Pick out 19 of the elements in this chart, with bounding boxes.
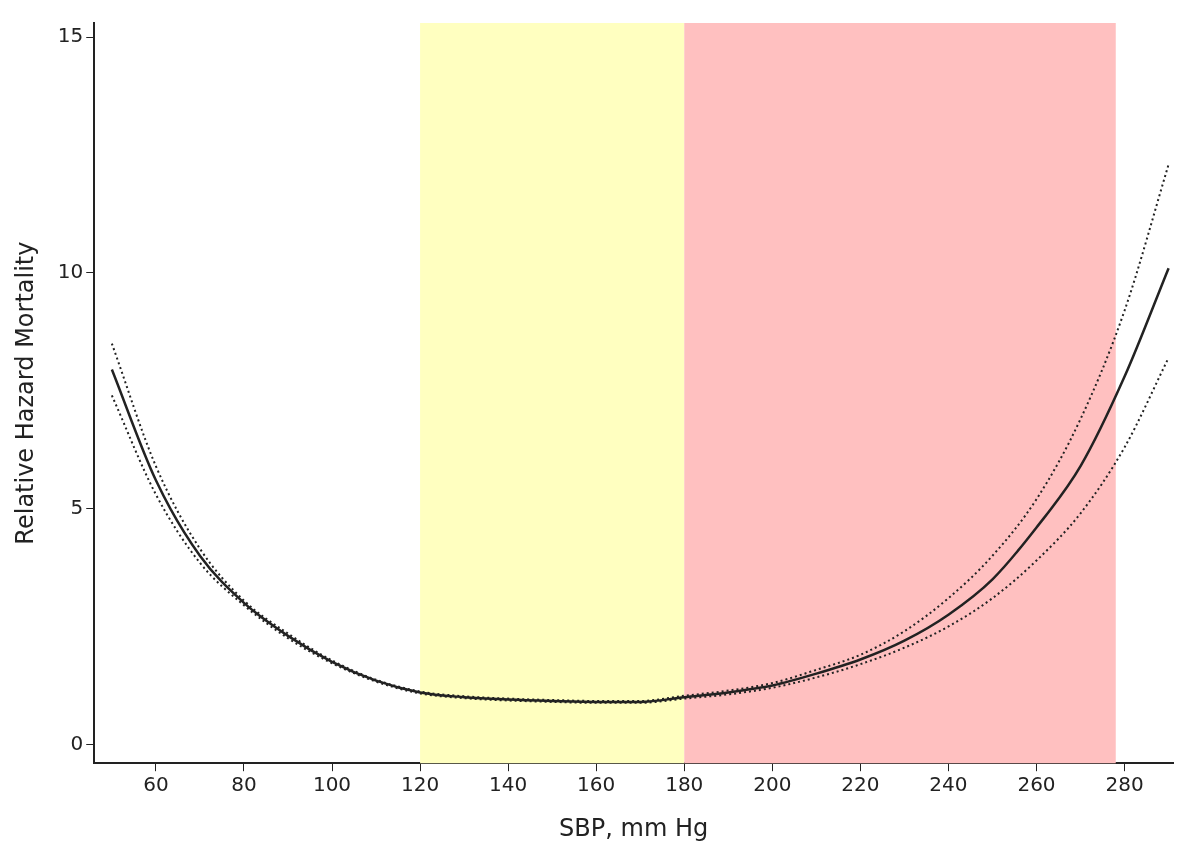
- y-axis-title: Relative Hazard Mortality: [10, 241, 39, 545]
- y-tick-label: 15: [57, 23, 84, 48]
- x-tick-label: 80: [231, 772, 257, 797]
- x-tick-label: 200: [753, 772, 792, 797]
- x-tick-label: 100: [312, 772, 352, 797]
- x-tick-label: 120: [400, 772, 440, 797]
- x-tick-label: 140: [489, 772, 528, 797]
- x-tick-label: 160: [577, 772, 616, 797]
- x-tick-label: 220: [841, 772, 880, 797]
- x-tick-label: 240: [929, 772, 968, 797]
- x-tick-label: 280: [1105, 772, 1144, 797]
- y-tick-label: 5: [70, 494, 84, 519]
- y-tick-label: 0: [70, 730, 84, 755]
- y-tick-label: 10: [57, 259, 84, 284]
- x-tick-label: 60: [143, 772, 169, 797]
- x-tick-label: 260: [1017, 772, 1056, 797]
- x-axis-title: SBP, mm Hg: [559, 813, 709, 842]
- line-series: [110, 163, 1170, 702]
- x-tick-label: 180: [665, 772, 704, 797]
